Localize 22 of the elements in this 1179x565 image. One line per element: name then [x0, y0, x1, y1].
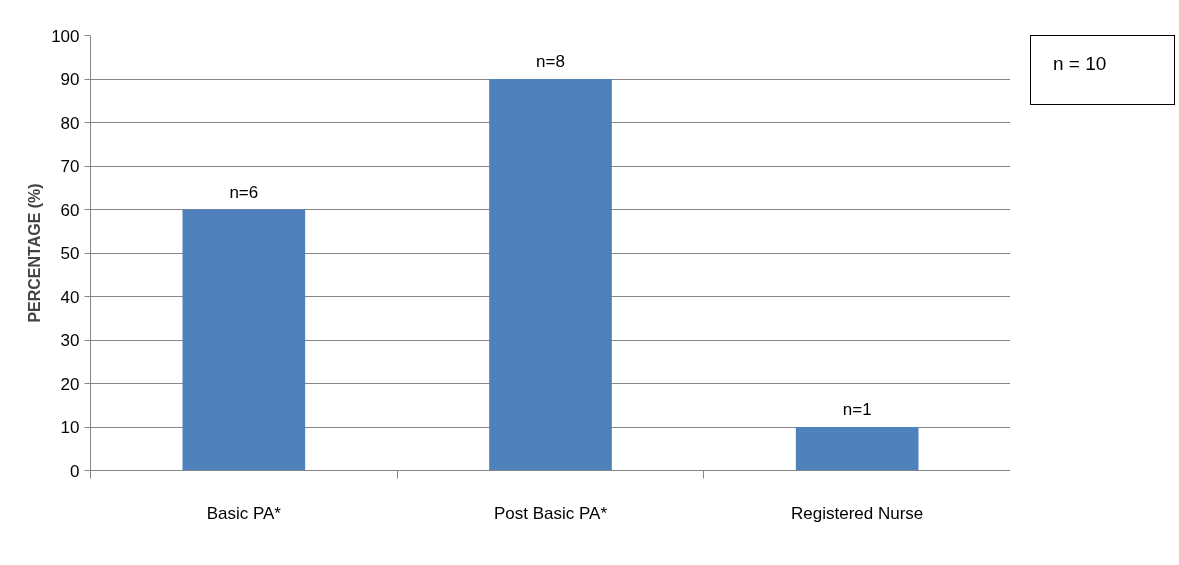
x-tick-label: Registered Nurse [791, 503, 924, 523]
y-tick-label: 50 [60, 244, 80, 263]
y-tick-label: 10 [60, 418, 80, 437]
y-tick-label: 70 [60, 157, 80, 176]
bar [795, 427, 919, 471]
y-tick-label: 100 [51, 26, 80, 46]
y-tick-label: 90 [60, 70, 80, 89]
y-tick-label: 0 [70, 461, 80, 481]
text: n = 10 [1053, 52, 1107, 76]
y-tick-label: 40 [60, 287, 80, 307]
y-tick-label: 60 [60, 200, 80, 220]
annotation: n=6 [229, 182, 259, 202]
y-tick-label: 30 [60, 331, 80, 350]
annotation: n=1 [842, 400, 872, 419]
y-tick-label: 80 [60, 113, 80, 133]
x-tick-label: Basic PA* [206, 503, 282, 523]
y-axis-title: PERCENTAGE (%) [26, 183, 44, 323]
x-tick-label: Post Basic PA* [493, 503, 608, 523]
y-tick-label: 20 [60, 374, 80, 394]
bar [182, 209, 306, 471]
bar [489, 79, 612, 471]
annotation: n=8 [536, 52, 565, 71]
